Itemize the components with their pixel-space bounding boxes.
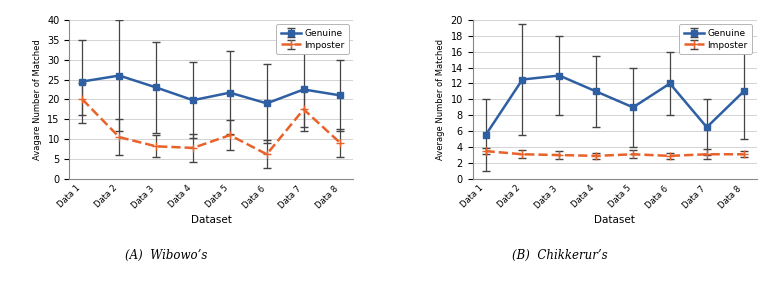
Y-axis label: Avagare Number of Matched: Avagare Number of Matched — [32, 39, 42, 160]
Legend: Genuine, Imposter: Genuine, Imposter — [679, 24, 752, 54]
Text: (B)  Chikkerur’s: (B) Chikkerur’s — [512, 249, 608, 262]
X-axis label: Dataset: Dataset — [594, 216, 635, 225]
Legend: Genuine, Imposter: Genuine, Imposter — [276, 24, 349, 54]
Y-axis label: Average Number of Matched: Average Number of Matched — [436, 39, 445, 160]
Text: (A)  Wibowo’s: (A) Wibowo’s — [125, 249, 207, 262]
X-axis label: Dataset: Dataset — [191, 216, 232, 225]
